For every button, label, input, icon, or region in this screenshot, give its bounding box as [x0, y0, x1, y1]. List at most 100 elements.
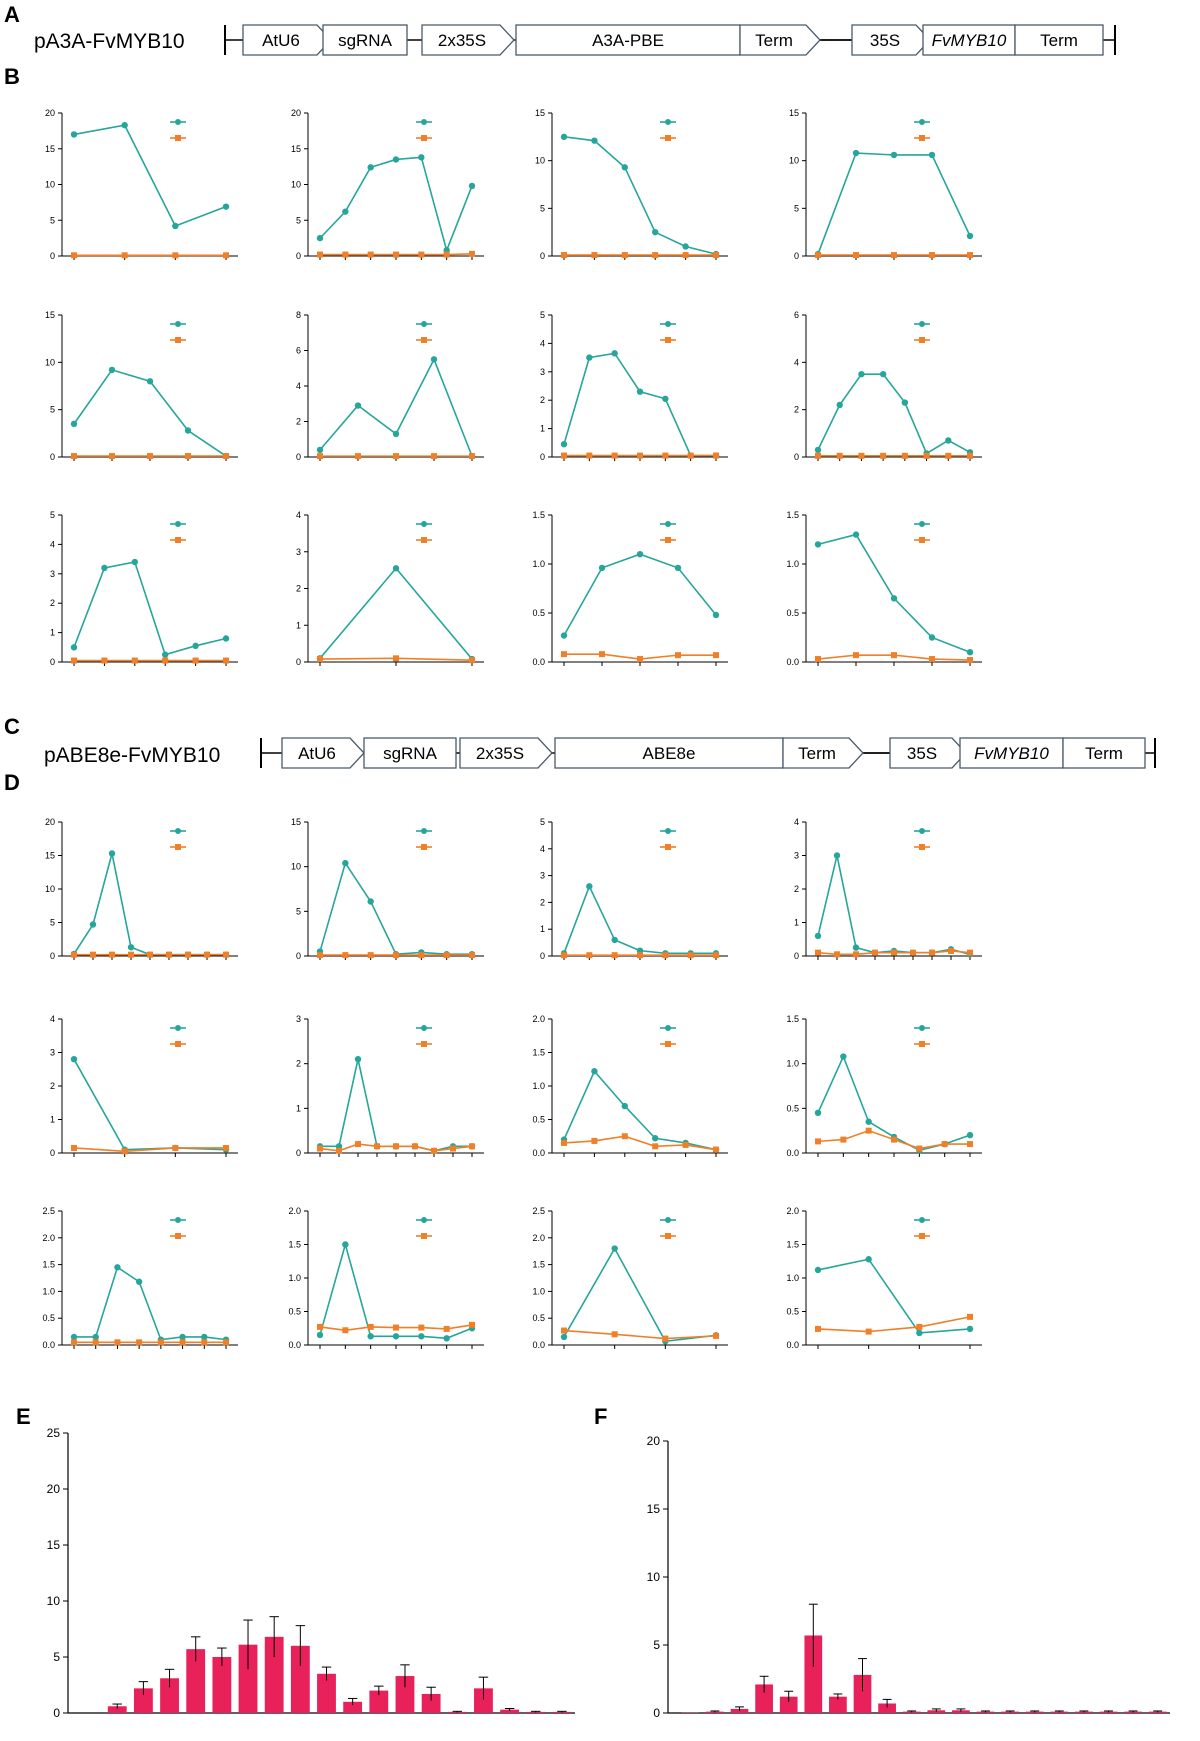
data-point [179, 1333, 186, 1341]
data-point [858, 370, 865, 378]
legend-marker [421, 844, 427, 850]
data-point [393, 1324, 399, 1331]
y-tick-label: 0.0 [786, 1148, 799, 1158]
data-point [121, 121, 128, 129]
y-tick-label: 0.0 [532, 1340, 545, 1350]
data-point [136, 1339, 143, 1346]
y-tick-label: 0.0 [42, 1340, 55, 1350]
bar [186, 1649, 206, 1713]
data-point [222, 203, 230, 210]
y-tick-label: 0 [653, 1706, 660, 1720]
data-point [223, 1144, 229, 1151]
data-point [840, 1053, 847, 1060]
bar [474, 1688, 493, 1713]
data-point [317, 656, 323, 663]
legend-marker [421, 119, 427, 125]
data-point [367, 1323, 374, 1330]
line-chart-fvmyb: 0 1 2 3 [296, 1014, 484, 1158]
data-point [101, 564, 108, 572]
y-tick-label: 25 [47, 1426, 61, 1440]
data-point [443, 1325, 450, 1332]
y-tick-label: 4 [50, 1014, 55, 1024]
legend-marker [665, 135, 671, 141]
data-point [941, 1141, 948, 1148]
line-chart-fvuorf2: 0 1 2 3 4 [296, 510, 484, 667]
data-point [70, 1333, 78, 1341]
legend-marker [421, 1025, 427, 1031]
data-point [336, 1147, 342, 1154]
y-tick-label: 4 [794, 817, 799, 827]
legend-marker [665, 1041, 671, 1047]
data-point [71, 1339, 77, 1346]
data-point [586, 883, 593, 890]
y-tick-label: 0 [53, 1706, 60, 1720]
legend-marker [421, 321, 427, 327]
data-point [392, 1333, 400, 1340]
bar [395, 1676, 415, 1713]
data-point [662, 452, 669, 459]
y-tick-label: 0.0 [532, 657, 545, 667]
construct-part-box [739, 24, 821, 56]
data-point [637, 656, 643, 663]
y-tick-label: 20 [45, 108, 55, 118]
data-point [611, 1245, 618, 1252]
data-point [89, 921, 97, 928]
data-point [172, 222, 179, 230]
data-point [929, 252, 935, 259]
data-point [599, 651, 605, 658]
data-point [201, 1339, 208, 1346]
bar-chart-cbe: 0 5 10 15 20 25 [47, 1426, 575, 1720]
line-chart-fvbzip: 0.0 0.5 1.0 1.5 2.0 2.5 [42, 1206, 238, 1350]
y-tick-label: 20 [45, 817, 55, 827]
y-tick-label: 0.5 [42, 1313, 55, 1323]
data-point [431, 1147, 437, 1154]
data-point [814, 932, 822, 940]
data-point [815, 1138, 821, 1145]
series-line [817, 855, 971, 956]
data-point [355, 453, 361, 460]
construct-part-box [421, 24, 515, 56]
line-chart-fvrga: 0.0 0.5 1.0 1.5 2.0 [532, 1014, 728, 1158]
data-point [967, 452, 973, 459]
y-tick-label: 15 [291, 817, 301, 827]
y-tick-label: 0 [794, 452, 799, 462]
y-tick-label: 5 [296, 215, 301, 225]
bar [1099, 1711, 1118, 1713]
data-point [430, 356, 438, 363]
data-point [367, 952, 374, 959]
line-chart-fvarf2: 0.0 0.5 1.0 1.5 2.0 [786, 1206, 982, 1350]
series-line [73, 124, 227, 227]
data-point [316, 234, 324, 242]
data-point [901, 452, 908, 459]
line-chart-fvpds: 0.0 0.5 1.0 1.5 [786, 1014, 982, 1158]
data-point [967, 252, 973, 259]
y-tick-label: 15 [291, 144, 301, 154]
y-tick-label: 0.5 [288, 1307, 301, 1317]
y-tick-label: 0.5 [786, 608, 799, 618]
construct-part-label: 2x35S [438, 31, 486, 50]
y-tick-label: 2.0 [42, 1233, 55, 1243]
y-tick-label: 1.5 [288, 1240, 301, 1250]
legend-marker [421, 1233, 427, 1239]
line-chart-fvyuc: 0 5 10 15 20 [45, 817, 238, 961]
bar [878, 1703, 896, 1713]
data-point [967, 1313, 973, 1320]
data-point [712, 611, 720, 619]
data-point [317, 952, 323, 959]
line-chart-fvyuc: 0 1 2 3 4 5 [50, 510, 238, 667]
y-tick-label: 5 [794, 203, 799, 213]
construct-part-box [922, 24, 1016, 56]
data-point [184, 427, 192, 434]
legend-marker [665, 321, 671, 327]
y-tick-label: 0 [296, 1148, 301, 1158]
y-tick-label: 0.5 [532, 1313, 545, 1323]
y-tick-label: 0.5 [532, 608, 545, 618]
data-point [109, 951, 115, 958]
y-tick-label: 1 [540, 424, 545, 434]
data-point [147, 453, 153, 460]
y-tick-label: 1.0 [532, 559, 545, 569]
series-line [563, 1069, 717, 1151]
data-point [611, 936, 618, 944]
series-line [563, 884, 716, 955]
